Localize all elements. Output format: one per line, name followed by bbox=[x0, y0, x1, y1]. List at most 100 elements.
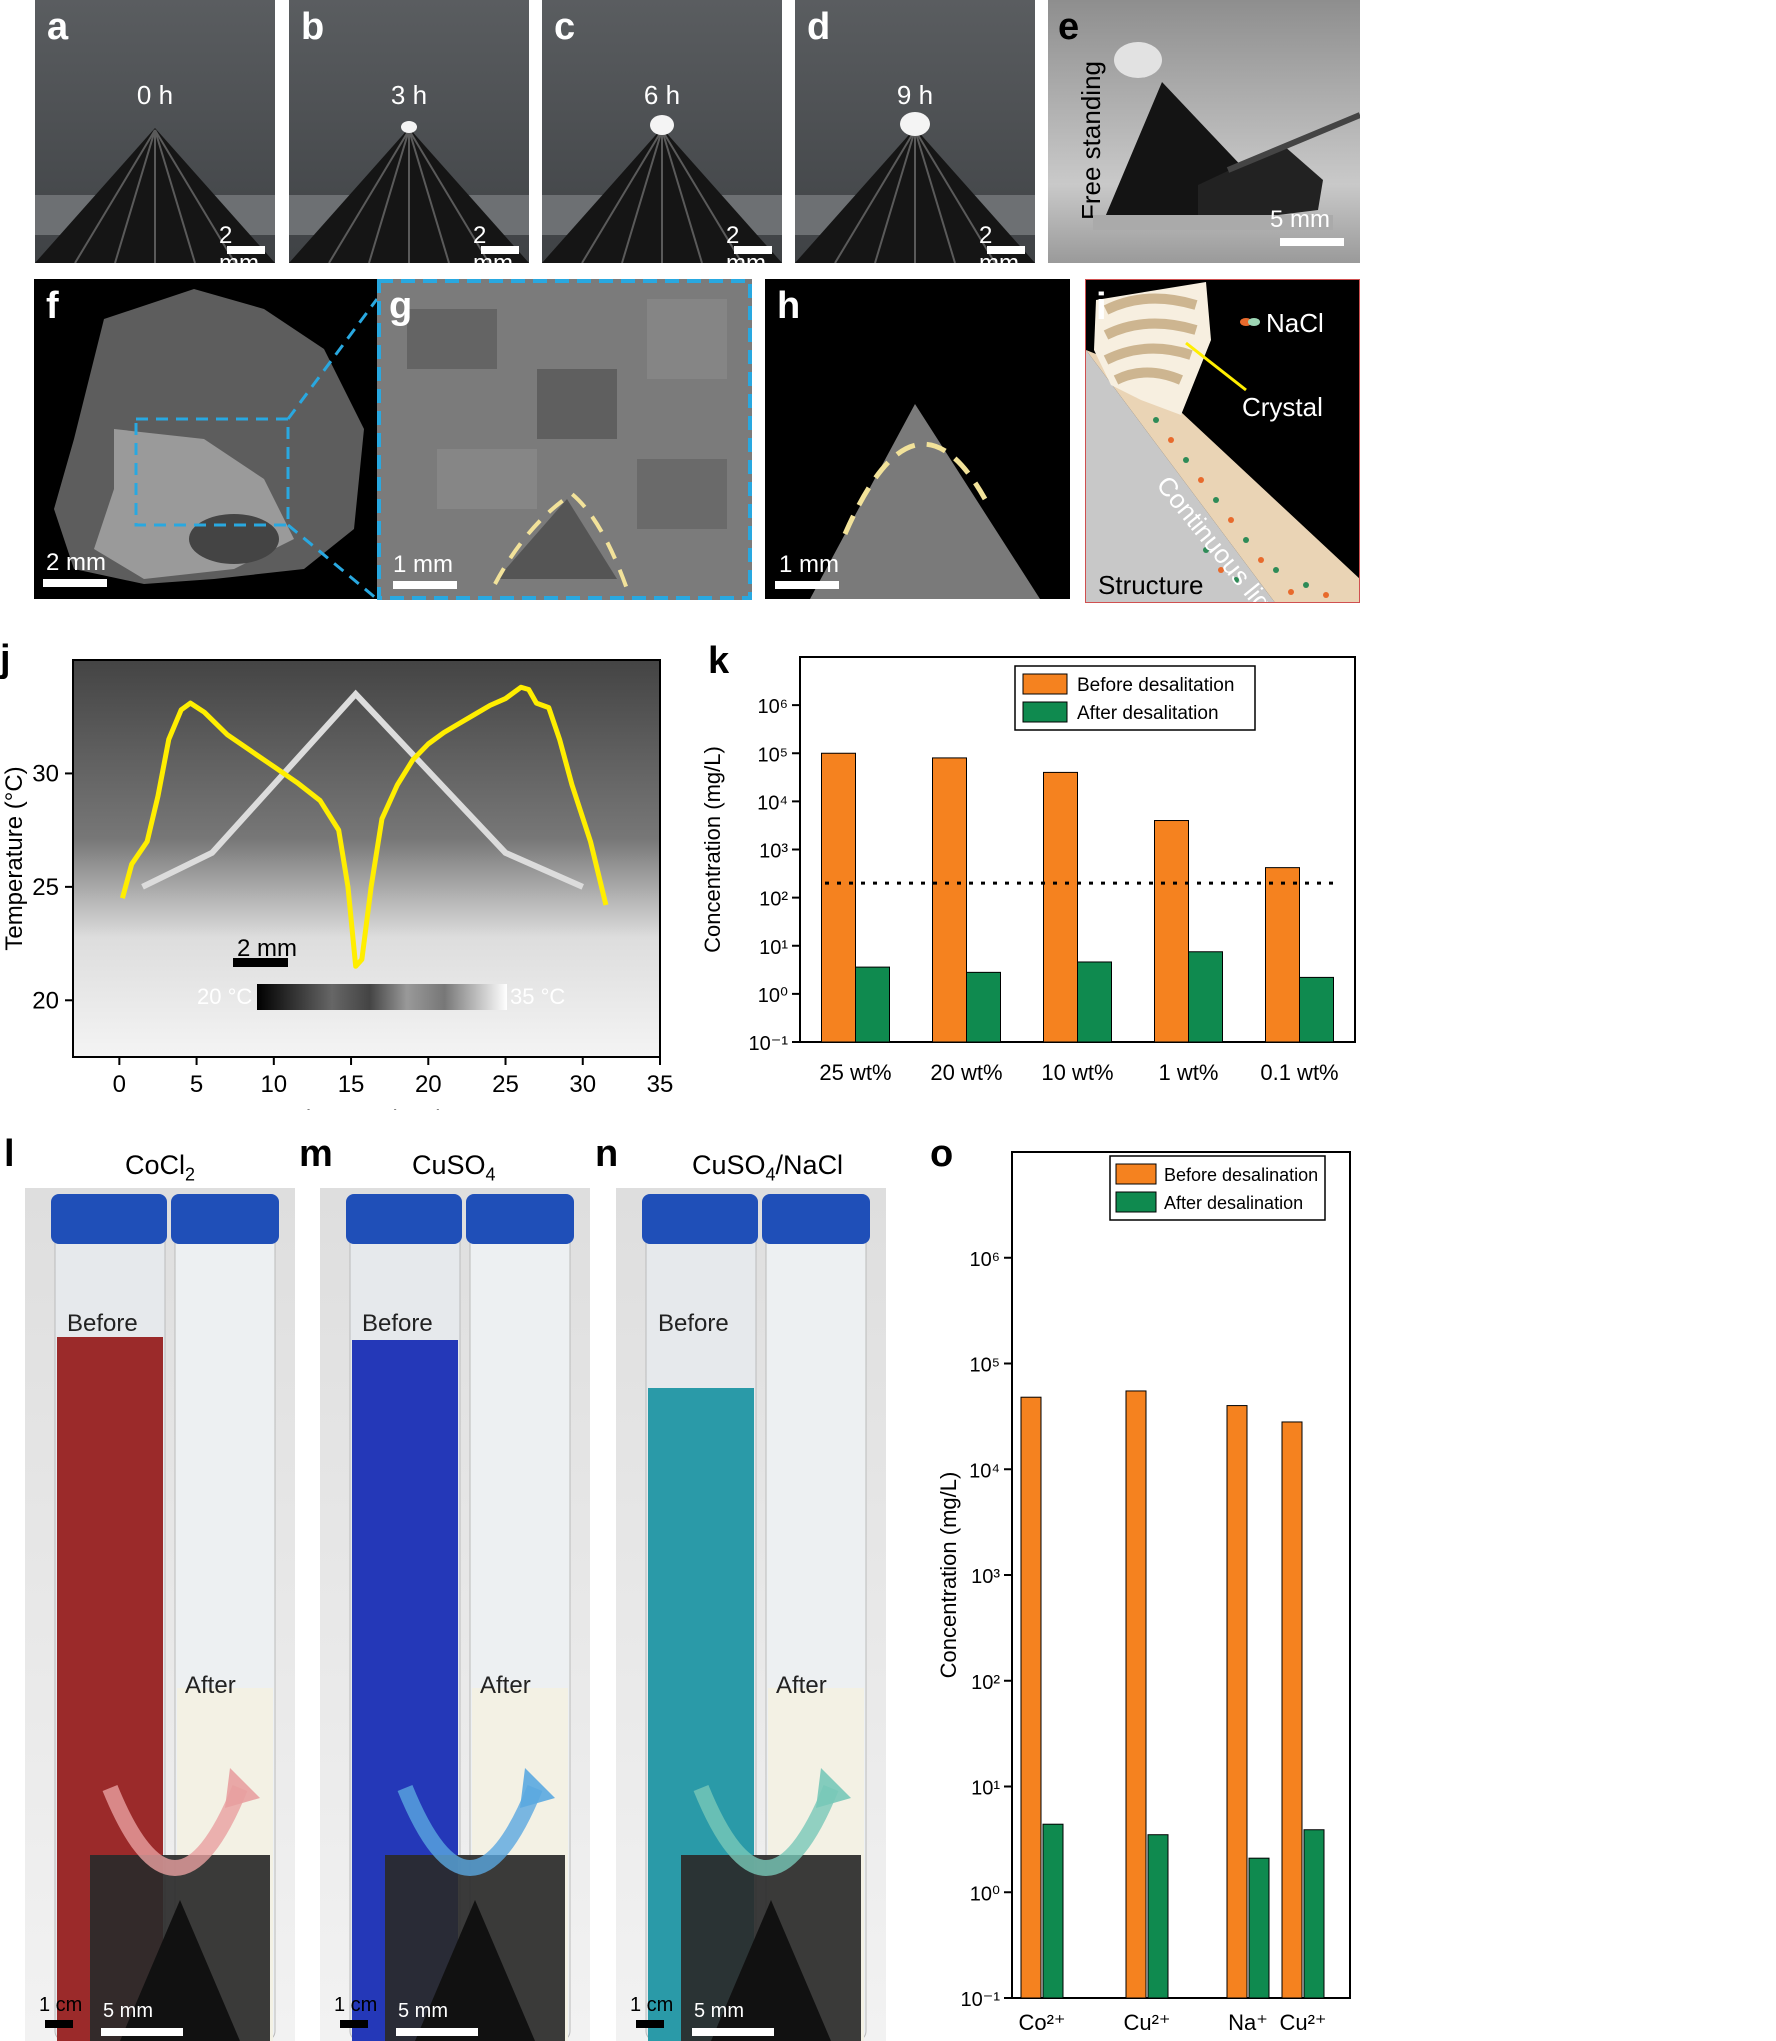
scale-bar-cm bbox=[636, 2020, 664, 2028]
y-tick-label: 10³ bbox=[759, 841, 788, 863]
category-label: Co²⁺ bbox=[1018, 2010, 1065, 2035]
free-standing-cone bbox=[1093, 42, 1360, 230]
panel-a-letter: a bbox=[47, 6, 69, 48]
panel-n-letter: n bbox=[595, 1133, 619, 1175]
temperature-curve bbox=[120, 684, 609, 969]
y-tick-label: 10³ bbox=[971, 1566, 1000, 1588]
category-label: 25 wt% bbox=[819, 1060, 891, 1085]
panel-m-photo: Before After 1 cm 5 mm bbox=[320, 1188, 590, 2041]
panel-g-letter: g bbox=[389, 285, 413, 327]
panel-j-letter: j bbox=[0, 638, 11, 680]
x-axis-label: Distance (mm) bbox=[288, 1106, 444, 1110]
structure-label: Structure bbox=[1098, 570, 1204, 600]
y-tick-label: 10¹ bbox=[971, 1778, 1000, 1800]
x-tick-label: 0 bbox=[113, 1071, 126, 1098]
scale-label-mm: 5 mm bbox=[694, 2000, 744, 2022]
x-tick-label: 30 bbox=[569, 1071, 596, 1098]
x-tick-label: 20 bbox=[415, 1071, 442, 1098]
bar-before bbox=[1265, 867, 1300, 1043]
scale-label: 2 mm bbox=[237, 935, 297, 962]
category-label: Cu²⁺ bbox=[1123, 2010, 1170, 2035]
scale-bar-cm bbox=[340, 2020, 368, 2028]
y-tick-label: 10⁻¹ bbox=[749, 1033, 789, 1055]
panel-i-schematic: i NaCl Crystal Continuous liquid film St… bbox=[1085, 279, 1360, 603]
scale-label: 2 mm bbox=[726, 222, 766, 263]
scale-bar bbox=[775, 581, 839, 589]
panel-f-letter: f bbox=[46, 285, 59, 327]
panel-b-letter: b bbox=[301, 6, 325, 48]
scale-bar bbox=[481, 246, 519, 254]
cone-outline bbox=[141, 689, 584, 890]
panel-a-photo: a 0 h 2 mm bbox=[35, 0, 275, 263]
scale-bar bbox=[43, 579, 107, 587]
panel-o-letter: o bbox=[930, 1133, 954, 1175]
panel-d-letter: d bbox=[807, 6, 831, 48]
category-label: Cu²⁺ bbox=[1279, 2010, 1326, 2035]
category-label: 20 wt% bbox=[930, 1060, 1002, 1085]
scale-bar bbox=[987, 246, 1025, 254]
y-tick-label: 10⁻¹ bbox=[961, 1989, 1001, 2011]
category-label: 0.1 wt% bbox=[1260, 1060, 1338, 1085]
bar-before bbox=[1226, 1405, 1248, 1999]
legend-label: After desalination bbox=[1164, 1193, 1303, 1213]
scale-bar bbox=[233, 958, 288, 967]
x-tick-label: 35 bbox=[647, 1071, 674, 1098]
legend-label: After desalitation bbox=[1077, 703, 1219, 724]
before-label: Before bbox=[658, 1310, 729, 1337]
bar-after bbox=[1042, 1823, 1064, 1999]
scale-label-cm: 1 cm bbox=[630, 1994, 674, 2016]
panel-h-ct: h 1 mm bbox=[765, 279, 1070, 599]
scale-label: 2 mm bbox=[473, 222, 513, 263]
bar-before bbox=[1043, 771, 1078, 1043]
after-label: After bbox=[185, 1672, 236, 1699]
colorbar-high-label: 35 °C bbox=[510, 984, 566, 1009]
legend-swatch bbox=[1115, 1163, 1157, 1185]
y-tick-label: 10⁶ bbox=[758, 696, 788, 718]
panel-m-letter: m bbox=[299, 1133, 333, 1175]
legend-swatch bbox=[1022, 673, 1068, 695]
panel-l-photo: Before After 1 cm 5 mm bbox=[25, 1188, 295, 2041]
crystal-label: Crystal bbox=[1242, 392, 1323, 422]
after-label: After bbox=[480, 1672, 531, 1699]
scale-label-mm: 5 mm bbox=[103, 2000, 153, 2022]
panel-k-letter: k bbox=[708, 640, 730, 682]
panel-d-photo: d 9 h 2 mm bbox=[795, 0, 1035, 263]
y-axis-label: Concentration (mg/L) bbox=[700, 746, 725, 953]
y-tick-label: 10⁵ bbox=[757, 744, 788, 766]
legend-swatch bbox=[1022, 701, 1068, 723]
bar-before bbox=[1020, 1396, 1042, 1999]
legend-label: Before desalitation bbox=[1077, 675, 1234, 696]
scale-label-mm: 5 mm bbox=[398, 2000, 448, 2022]
before-label: Before bbox=[67, 1310, 138, 1337]
y-tick-label: 20 bbox=[32, 987, 59, 1014]
legend-swatch bbox=[1115, 1191, 1157, 1213]
sample-title: CuSO4 bbox=[412, 1150, 496, 1185]
plot-frame bbox=[72, 659, 661, 1058]
scale-bar bbox=[393, 581, 457, 589]
category-label: 10 wt% bbox=[1041, 1060, 1113, 1085]
after-label: After bbox=[776, 1672, 827, 1699]
panel-o-chart: 10⁻¹ 10⁰ 10¹ 10² 10³ 10⁴ 10⁵ 10⁶ Concentration (… bbox=[936, 1151, 1351, 2035]
y-axis-label: Concentration (mg/L) bbox=[936, 1472, 961, 1679]
scale-bar-mm bbox=[692, 2028, 774, 2036]
sample-title: CoCl2 bbox=[125, 1150, 196, 1185]
category-label: 1 wt% bbox=[1159, 1060, 1219, 1085]
panel-h-letter: h bbox=[777, 285, 801, 327]
panel-c-photo: c 6 h 2 mm bbox=[542, 0, 782, 263]
panel-n-photo: Before After 1 cm 5 mm bbox=[616, 1188, 886, 2041]
scale-label: 5 mm bbox=[1270, 206, 1330, 233]
panel-k-chart: 10⁻¹ 10⁰ 10¹ 10² 10³ 10⁴ 10⁵ 10⁶ Concentration (… bbox=[700, 656, 1356, 1085]
panel-f-ct: f 2 mm bbox=[34, 279, 377, 599]
panel-b-photo: b 3 h 2 mm bbox=[289, 0, 529, 263]
bar-after bbox=[1188, 951, 1223, 1043]
y-tick-label: 10⁴ bbox=[757, 792, 788, 814]
y-tick-label: 10² bbox=[759, 889, 788, 911]
y-tick-label: 10⁰ bbox=[758, 985, 788, 1007]
scale-label: 2 mm bbox=[46, 549, 106, 576]
x-tick-label: 10 bbox=[260, 1071, 287, 1098]
vials bbox=[346, 1194, 574, 2041]
sample-title: CuSO4/NaCl bbox=[692, 1150, 844, 1185]
bar-after bbox=[1147, 1834, 1169, 1999]
scale-bar bbox=[1280, 238, 1344, 246]
scale-label: 2 mm bbox=[219, 222, 259, 263]
